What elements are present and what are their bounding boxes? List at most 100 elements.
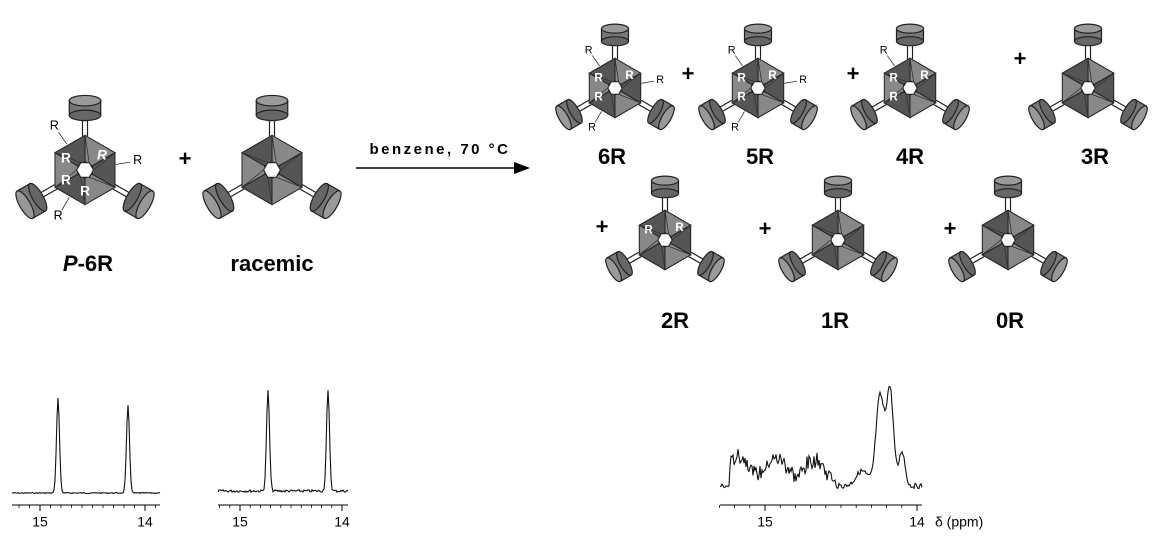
wheel-top — [995, 176, 1022, 185]
inner-r: R — [737, 91, 746, 104]
outer-r: R — [585, 44, 593, 56]
wheel-bottom — [745, 37, 772, 46]
ring-hole — [1001, 234, 1015, 246]
spectrum-trace — [12, 398, 160, 494]
molecule-label: 5R — [746, 144, 774, 169]
ring-hole — [77, 163, 94, 178]
wheel — [897, 24, 924, 46]
wheel — [69, 95, 101, 120]
wheel — [745, 24, 772, 46]
tick-label: 14 — [137, 514, 153, 530]
page: benzene, 70 °C + RRRRRRRP-6RracemicRRRRR… — [0, 0, 1160, 540]
wheel — [695, 249, 727, 283]
tick-label: 14 — [334, 514, 350, 530]
ring-hole — [1081, 82, 1095, 94]
plus: + — [179, 146, 192, 171]
inner-r: R — [97, 147, 107, 162]
wheel — [200, 181, 238, 221]
wheel-top — [745, 24, 772, 33]
inner-r: R — [644, 224, 653, 237]
plus: + — [944, 216, 957, 241]
tick-label: 15 — [32, 514, 48, 530]
wheel — [602, 24, 629, 46]
spectrum-trace — [720, 387, 922, 489]
wheel — [995, 176, 1022, 198]
label-italic: P — [63, 251, 78, 276]
molecule-label: P-6R — [63, 251, 113, 276]
inner-r: R — [594, 72, 603, 85]
wheel — [940, 97, 972, 131]
r-bond — [595, 111, 601, 122]
inner-r: R — [675, 221, 684, 234]
inner-r: R — [920, 69, 929, 82]
ring-hole — [831, 234, 845, 246]
tick-label: 14 — [909, 514, 925, 530]
molecule-label: 2R — [661, 308, 689, 333]
plus: + — [682, 61, 695, 86]
wheel — [848, 97, 880, 131]
outer-r: R — [728, 44, 736, 56]
inner-r: R — [61, 173, 71, 188]
wheel — [868, 249, 900, 283]
plus: + — [1014, 46, 1027, 71]
figure: benzene, 70 °C + RRRRRRRP-6RracemicRRRRR… — [0, 0, 1160, 535]
wheel-top — [652, 176, 679, 185]
wheel — [1038, 249, 1070, 283]
r-bond — [735, 56, 742, 66]
molecule-label: 1R — [821, 308, 849, 333]
wheel-bottom — [69, 110, 101, 121]
wheel-bottom — [897, 37, 924, 46]
wheel — [645, 97, 677, 131]
ring-hole — [608, 82, 622, 94]
wheel-top — [1075, 24, 1102, 33]
outer-r: R — [656, 74, 664, 86]
wheel — [553, 97, 585, 131]
ring-hole — [264, 163, 281, 178]
wheel — [652, 176, 679, 198]
wheel — [603, 249, 635, 283]
r-bond — [738, 111, 744, 122]
spectrum-trace — [218, 390, 348, 492]
wheel — [825, 176, 852, 198]
wheel-top — [602, 24, 629, 33]
inner-r: R — [889, 91, 898, 104]
ring-hole — [751, 82, 765, 94]
tick-label: 15 — [757, 514, 773, 530]
outer-r: R — [880, 44, 888, 56]
inner-r: R — [61, 151, 71, 166]
wheel — [776, 249, 808, 283]
wheel — [1026, 97, 1058, 131]
ring-hole — [658, 234, 672, 246]
wheel-bottom — [1075, 37, 1102, 46]
wheel — [256, 95, 288, 120]
molecule-label: racemic — [230, 251, 313, 276]
inner-r: R — [594, 91, 603, 104]
ring-hole — [903, 82, 917, 94]
inner-r: R — [768, 69, 777, 82]
molecule-label: 3R — [1081, 144, 1109, 169]
plus: + — [847, 61, 860, 86]
inner-r: R — [737, 72, 746, 85]
plus: + — [596, 214, 609, 239]
wheel — [946, 249, 978, 283]
molecule-label: 4R — [896, 144, 924, 169]
wheel-top — [256, 95, 288, 106]
molecule-label: 0R — [996, 308, 1024, 333]
wheel — [696, 97, 728, 131]
plus: + — [759, 216, 772, 241]
r-bond — [642, 81, 654, 83]
inner-r: R — [625, 69, 634, 82]
wheel — [307, 181, 345, 221]
r-bond — [785, 81, 797, 83]
inner-r: R — [80, 184, 90, 199]
wheel — [1075, 24, 1102, 46]
r-bond — [116, 162, 130, 165]
conditions: benzene, 70 °C — [369, 141, 510, 158]
wheel-top — [825, 176, 852, 185]
wheel-top — [897, 24, 924, 33]
inner-r: R — [889, 72, 898, 85]
wheel-bottom — [825, 189, 852, 198]
molecule-label: 6R — [598, 144, 626, 169]
outer-r: R — [799, 74, 807, 86]
outer-r: R — [588, 122, 596, 134]
